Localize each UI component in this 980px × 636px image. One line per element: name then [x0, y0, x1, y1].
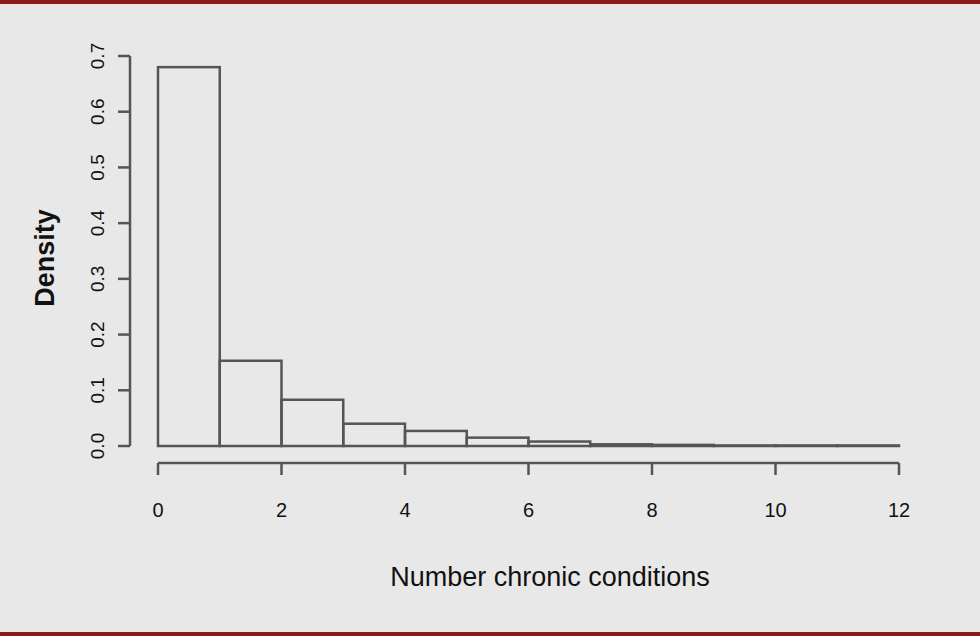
- y-tick-label: 0.6: [87, 99, 108, 125]
- y-tick: [118, 278, 130, 281]
- x-tick: [404, 463, 407, 475]
- bottom-border: [0, 632, 980, 636]
- x-tick-label: 12: [888, 499, 910, 521]
- y-tick: [118, 55, 130, 58]
- histogram-bar: [837, 444, 899, 447]
- histogram-bar: [282, 400, 344, 446]
- y-tick-label: 0.3: [87, 266, 108, 292]
- y-axis-title: Density: [30, 209, 60, 307]
- y-tick: [118, 166, 130, 169]
- x-tick: [157, 463, 160, 475]
- x-tick-label: 10: [764, 499, 786, 521]
- x-tick: [898, 463, 901, 475]
- y-tick-label: 0.2: [87, 321, 108, 347]
- x-tick: [527, 463, 530, 475]
- y-tick-label: 0.1: [87, 377, 108, 403]
- y-tick-label: 0.7: [87, 43, 108, 69]
- histogram-bar: [220, 361, 282, 446]
- histogram-bar: [590, 444, 652, 446]
- x-tick: [774, 463, 777, 475]
- y-tick: [118, 445, 130, 448]
- y-tick: [118, 222, 130, 225]
- histogram-bar: [158, 67, 220, 446]
- x-tick-label: 2: [276, 499, 287, 521]
- background: [0, 0, 980, 636]
- y-tick-label: 0.5: [87, 154, 108, 180]
- y-tick: [118, 333, 130, 336]
- x-tick-label: 4: [399, 499, 410, 521]
- histogram-bar: [652, 445, 714, 446]
- histogram-bar: [405, 431, 467, 446]
- y-tick-label: 0.4: [87, 210, 108, 237]
- y-axis-line: [129, 56, 132, 446]
- y-tick: [118, 110, 130, 113]
- x-tick: [651, 463, 654, 475]
- histogram-bar: [343, 424, 405, 446]
- top-border: [0, 0, 980, 4]
- x-tick-label: 6: [523, 499, 534, 521]
- histogram-bar: [714, 444, 776, 447]
- bars: [158, 67, 899, 446]
- x-tick-label: 0: [152, 499, 163, 521]
- histogram-bar: [467, 438, 529, 446]
- histogram-bar: [776, 444, 838, 447]
- x-axis-title: Number chronic conditions: [390, 562, 710, 592]
- x-tick: [280, 463, 283, 475]
- y-tick: [118, 389, 130, 392]
- x-tick-label: 8: [646, 499, 657, 521]
- y-tick-label: 0.0: [87, 433, 108, 459]
- histogram-bar: [529, 442, 591, 446]
